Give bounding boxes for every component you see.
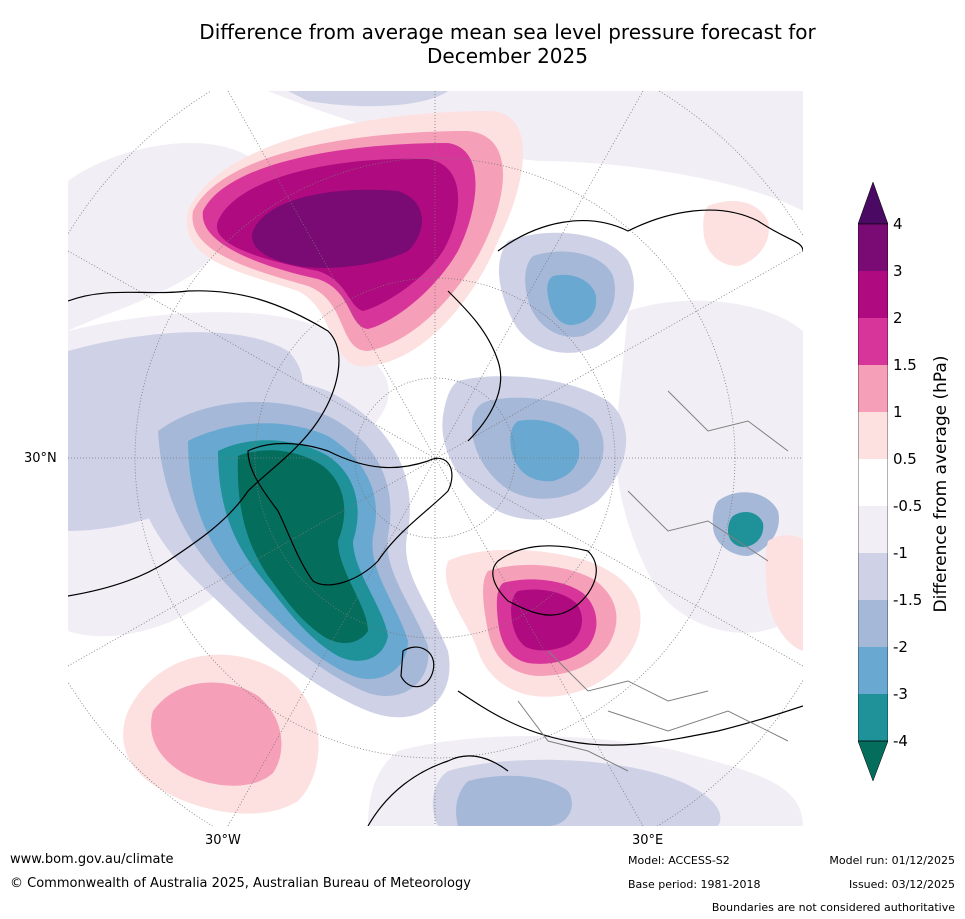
high-anomaly-contour bbox=[511, 589, 583, 651]
colorbar-tick: 0.5 bbox=[893, 450, 917, 468]
title-line-2: December 2025 bbox=[427, 44, 588, 68]
high-anomaly-contour bbox=[703, 201, 769, 266]
low-anomaly-contour bbox=[547, 274, 597, 326]
map-title: Difference from average mean sea level p… bbox=[0, 20, 965, 68]
colorbar-tick: 2 bbox=[893, 309, 903, 327]
low-anomaly-contour bbox=[510, 419, 580, 482]
colorbar-swatch bbox=[858, 365, 888, 412]
high-anomaly-contour bbox=[765, 535, 803, 651]
greenland-coast bbox=[247, 442, 453, 586]
colorbar-tick: -2 bbox=[893, 638, 908, 656]
europe-coast bbox=[457, 690, 803, 746]
border-line bbox=[517, 700, 629, 772]
low-anomaly-contour bbox=[728, 511, 764, 547]
footer-issued: Issued: 03/12/2025 bbox=[848, 878, 955, 891]
footer-model: Model: ACCESS-S2 bbox=[628, 854, 730, 867]
colorbar-tick: 3 bbox=[893, 262, 903, 280]
border-line bbox=[627, 490, 769, 562]
footer-copyright: © Commonwealth of Australia 2025, Austra… bbox=[10, 876, 471, 891]
graticule bbox=[68, 91, 803, 826]
colorbar-tick: -4 bbox=[893, 732, 908, 750]
colorbar-title-text: Difference from average (hPa) bbox=[931, 355, 951, 613]
colorbar-swatch bbox=[858, 318, 888, 365]
colorbar-outline bbox=[858, 223, 888, 742]
colorbar-arrow-bottom bbox=[858, 740, 888, 782]
colorbar-tick: -1.5 bbox=[893, 591, 923, 609]
low-anomaly-contour bbox=[237, 450, 368, 643]
siberia-coast bbox=[497, 209, 803, 252]
colorbar-swatch bbox=[858, 553, 888, 600]
colorbar-swatch bbox=[858, 412, 888, 459]
colorbar-swatch bbox=[858, 459, 888, 506]
colorbar-tick: 1 bbox=[893, 403, 903, 421]
scandinavia-coast bbox=[492, 545, 597, 616]
colorbar-tick: -0.5 bbox=[893, 497, 923, 515]
lat-label-30n: 30°N bbox=[24, 451, 57, 466]
colorbar-tick: 1.5 bbox=[893, 356, 917, 374]
high-anomaly-contour bbox=[151, 682, 282, 786]
footer-model-run: Model run: 01/12/2025 bbox=[829, 854, 955, 867]
footer-website[interactable]: www.bom.gov.au/climate bbox=[10, 852, 174, 867]
colorbar-swatch bbox=[858, 600, 888, 647]
colorbar bbox=[858, 182, 888, 782]
footer-base-period: Base period: 1981-2018 bbox=[628, 878, 761, 891]
colorbar-swatch bbox=[858, 694, 888, 741]
shade-band bbox=[456, 775, 572, 826]
colorbar-tick: -3 bbox=[893, 685, 908, 703]
border-line bbox=[607, 710, 789, 742]
colorbar-tick: -1 bbox=[893, 544, 908, 562]
colorbar-swatch bbox=[858, 271, 888, 318]
arctic-coast bbox=[447, 290, 502, 442]
border-line bbox=[547, 650, 709, 702]
colorbar-tick: 4 bbox=[893, 215, 903, 233]
title-line-1: Difference from average mean sea level p… bbox=[199, 20, 816, 44]
colorbar-swatch bbox=[858, 506, 888, 553]
map-canvas bbox=[68, 91, 803, 826]
colorbar-swatch bbox=[858, 647, 888, 694]
shade-band bbox=[288, 91, 448, 107]
country-borders bbox=[517, 390, 789, 772]
north-america-coast bbox=[68, 290, 340, 597]
pressure-anomaly-map bbox=[68, 91, 803, 826]
footer-disclaimer: Boundaries are not considered authoritat… bbox=[711, 901, 955, 914]
lon-label-30e: 30°E bbox=[632, 833, 664, 848]
british-isles-coast bbox=[400, 646, 435, 688]
colorbar-swatch bbox=[858, 224, 888, 271]
border-line bbox=[667, 390, 789, 452]
colorbar-arrow-top bbox=[858, 182, 888, 225]
lon-label-30w: 30°W bbox=[205, 833, 241, 848]
north-africa-coast bbox=[367, 755, 509, 826]
coastlines bbox=[68, 209, 803, 826]
